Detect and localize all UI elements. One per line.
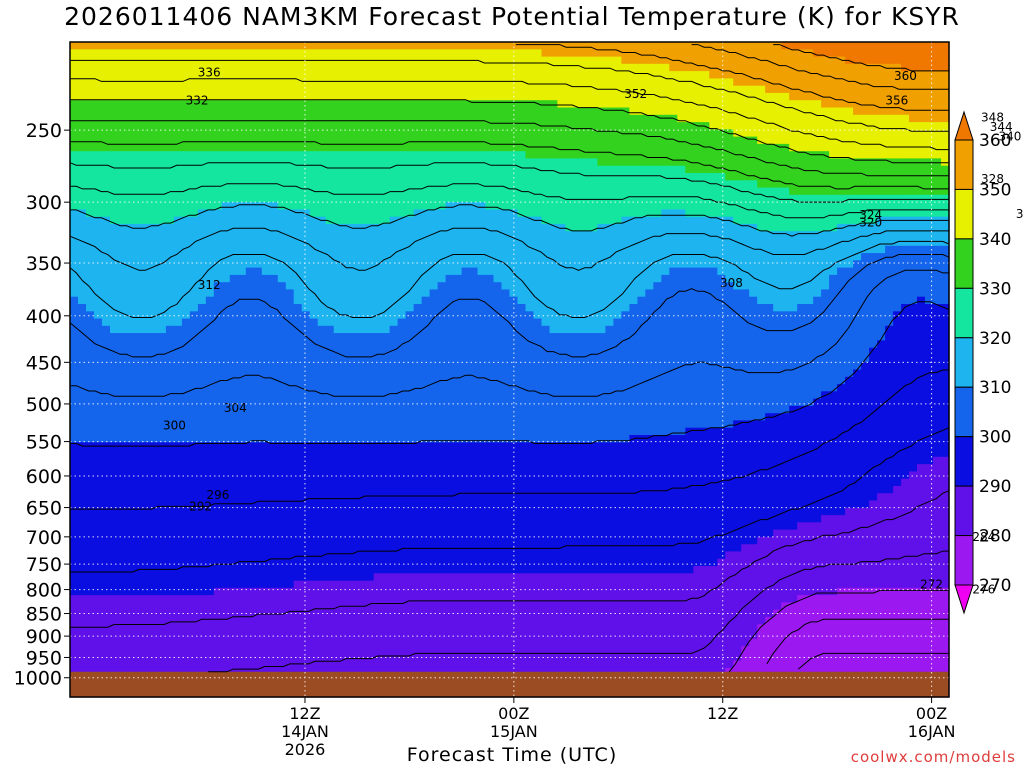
xtick-label-3: 00Z (916, 704, 947, 723)
ytick-label-800: 800 (26, 580, 62, 602)
contour-348 (70, 59, 949, 132)
colorbar-band-8 (954, 535, 974, 586)
contour-276 (766, 618, 949, 665)
contour-328 (69, 162, 949, 203)
contour-label-304: 304 (224, 401, 247, 415)
xtick-label-0: 12Z (289, 704, 320, 723)
xtick-label-1: 00Z (498, 704, 529, 723)
source-credit[interactable]: coolwx.com/models (850, 748, 1016, 766)
contour-label-328: 328 (981, 172, 1004, 186)
ytick-label-400: 400 (26, 306, 62, 328)
contour-308 (69, 254, 950, 358)
colorbar-top-arrow (954, 110, 974, 141)
contour-336 (70, 120, 949, 177)
colorbar-label-350: 350 (979, 180, 1011, 200)
contour-label-300: 300 (163, 418, 186, 432)
contour-344 (70, 78, 949, 151)
contour-label-340: 340 (998, 129, 1021, 143)
ytick-label-1000: 1000 (14, 668, 62, 690)
contour-292 (70, 427, 950, 573)
contour-label-332: 332 (186, 94, 209, 108)
contour-label-296: 296 (206, 488, 229, 502)
contour-296 (70, 369, 949, 510)
ytick-label-700: 700 (26, 527, 62, 549)
contour-label-352: 352 (624, 87, 647, 101)
ytick-label-900: 900 (26, 626, 62, 648)
contour-360 (773, 44, 949, 72)
contour-324 (70, 183, 949, 219)
ytick-label-500: 500 (26, 394, 62, 416)
contour-288 (70, 490, 950, 628)
x-axis-label: Forecast Time (UTC) (406, 744, 618, 766)
colorbar-label-320: 320 (979, 329, 1011, 349)
contour-332 (70, 141, 949, 190)
contour-312 (69, 240, 950, 318)
ytick-label-750: 750 (26, 554, 62, 576)
xtick-date-0: 14JAN (281, 722, 329, 741)
ytick-label-300: 300 (26, 192, 62, 214)
colorbar-band-5 (954, 386, 974, 438)
colorbar-bottom-arrow (954, 584, 974, 615)
contour-lines (69, 44, 950, 673)
contour-label-308: 308 (720, 276, 743, 290)
ytick-label-950: 950 (26, 647, 62, 669)
colorbar-band-2 (954, 238, 974, 289)
contour-316 (69, 227, 949, 271)
contour-label-320: 320 (859, 216, 882, 230)
terrain-band (70, 671, 949, 697)
colorbar-label-300: 300 (979, 428, 1011, 448)
ytick-label-600: 600 (26, 466, 62, 488)
ytick-label-850: 850 (26, 604, 62, 626)
contour-label-356: 356 (885, 94, 908, 108)
contour-label-316: 316 (1016, 207, 1024, 221)
contour-label-324: 324 (859, 208, 882, 222)
colorbar-label-270: 270 (979, 576, 1011, 596)
theta-field (70, 42, 950, 698)
colorbar-label-290: 290 (979, 477, 1011, 497)
contour-label-312: 312 (198, 278, 221, 292)
colorbar-band-1 (954, 188, 974, 240)
contour-label-284: 284 (972, 530, 995, 544)
grid-lines (70, 42, 949, 697)
colorbar-label-330: 330 (979, 279, 1011, 299)
contour-label-292: 292 (189, 499, 212, 513)
contour-label-348: 348 (981, 110, 1004, 124)
colorbar-band-4 (954, 337, 974, 388)
contour-340 (70, 99, 949, 164)
colorbar-label-310: 310 (979, 378, 1011, 398)
chart-title: 2026011406 NAM3KM Forecast Potential Tem… (64, 2, 960, 31)
colorbar-band-7 (954, 485, 974, 537)
contour-356 (691, 44, 949, 90)
ytick-label-550: 550 (26, 432, 62, 454)
contour-284 (208, 550, 949, 673)
contour-label-276: 276 (972, 583, 995, 597)
contour-272 (797, 652, 949, 670)
contour-320 (70, 204, 949, 237)
xtick-date-1: 15JAN (490, 722, 538, 741)
contour-label-272: 272 (920, 578, 943, 592)
ytick-label-450: 450 (26, 352, 62, 374)
contour-352 (515, 44, 949, 111)
contour-304 (70, 269, 949, 397)
contour-label-360: 360 (894, 69, 917, 83)
colorbar-band-6 (954, 436, 974, 487)
xtick-label-2: 12Z (707, 704, 738, 723)
colorbar-label-280: 280 (979, 527, 1011, 547)
xtick-year-0: 2026 (285, 740, 326, 759)
colorbar-band-3 (954, 287, 974, 339)
plot-frame (69, 41, 950, 698)
colorbar-label-340: 340 (979, 230, 1011, 250)
ytick-label-350: 350 (26, 253, 62, 275)
contour-label-344: 344 (990, 120, 1013, 134)
ytick-label-250: 250 (26, 120, 62, 142)
xtick-date-3: 16JAN (908, 722, 956, 741)
contour-300 (70, 301, 950, 447)
contour-280 (728, 589, 949, 673)
ytick-label-650: 650 (26, 498, 62, 520)
colorbar-label-360: 360 (979, 131, 1011, 151)
colorbar-band-0 (954, 139, 974, 190)
contour-label-336: 336 (198, 65, 221, 79)
